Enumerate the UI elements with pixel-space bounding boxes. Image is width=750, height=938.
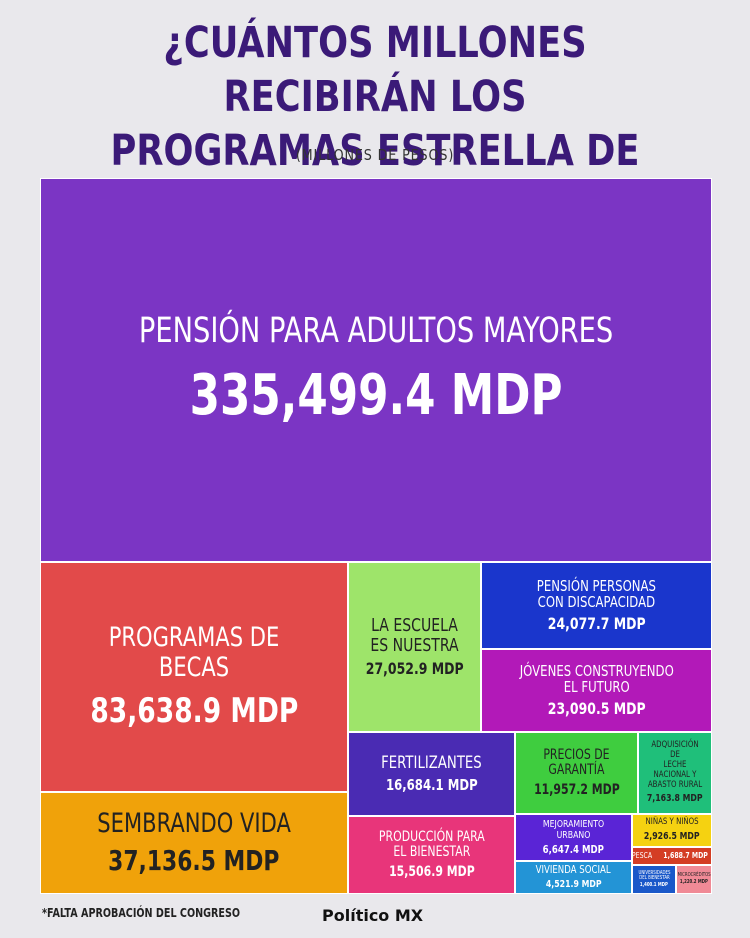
- tile-value: 4,521.9 MDP: [545, 879, 602, 891]
- tile-produccion: Producción para el bienestar 15,506.9 MDP: [348, 816, 515, 894]
- tile-value: 6,647.4 MDP: [542, 842, 605, 856]
- brand-logo: Político MX: [322, 906, 424, 925]
- tile-value: 15,506.9 MDP: [388, 864, 475, 881]
- tile-value: 7,163.8 MDP: [647, 793, 703, 805]
- tile-universidades: Universidades del bienestar 1,400.1 MDP: [632, 865, 676, 894]
- tile-value: 27,052.9 MDP: [365, 658, 464, 678]
- tile-ninas: Niñas y niños 2,926.5 MDP: [632, 814, 712, 847]
- tile-vivienda: Vivienda social 4,521.9 MDP: [515, 861, 632, 894]
- tile-leche: Adquisición de leche nacional y abasto r…: [638, 732, 712, 814]
- tile-label: Pesca: [632, 850, 653, 860]
- tile-sembrando: Sembrando vida 37,136.5 MDP: [40, 792, 348, 894]
- tile-urbano: Mejoramiento urbano 6,647.4 MDP: [515, 814, 632, 861]
- tile-value: 24,077.7 MDP: [547, 613, 646, 633]
- tile-label: Universidades del bienestar: [638, 869, 670, 882]
- tile-label: Microcréditos: [677, 872, 711, 879]
- tile-label: Jóvenes construyendo el futuro: [519, 661, 674, 697]
- tile-value: 2,926.5 MDP: [644, 831, 700, 843]
- footnote: *FALTA APROBACIÓN DEL CONGRESO: [42, 906, 241, 920]
- tile-label: Pensión para adultos mayores: [138, 310, 614, 351]
- tile-label: Mejoramiento urbano: [542, 818, 605, 841]
- tile-label: Adquisición de leche nacional y abasto r…: [647, 740, 703, 790]
- tile-discapacidad: Pensión personas con discapacidad 24,077.…: [481, 562, 712, 649]
- treemap-chart: Pensión para adultos mayores 335,499.4 MD…: [40, 178, 712, 894]
- tile-label: Precios de garantía: [543, 746, 610, 778]
- tile-fertilizantes: Fertilizantes 16,684.1 MDP: [348, 732, 515, 816]
- tile-value: 83,638.9 MDP: [90, 690, 298, 731]
- tile-label: Programas de becas: [108, 622, 280, 683]
- tile-value: 23,090.5 MDP: [547, 698, 646, 718]
- tile-value: 16,684.1 MDP: [385, 775, 478, 794]
- tile-value: 37,136.5 MDP: [108, 844, 280, 878]
- subtitle: (MILLONES DE PESOS): [295, 146, 455, 164]
- tile-label: Pensión personas con discapacidad: [536, 576, 657, 612]
- tile-value: 1,688.7 MDP: [663, 851, 709, 861]
- tile-pesca: Pesca 1,688.7 MDP: [632, 847, 712, 865]
- title-line-1: ¿CUÁNTOS MILLONES RECIBIRÁN LOS: [163, 18, 587, 122]
- tile-label: La escuela es nuestra: [370, 615, 459, 656]
- tile-value: 11,957.2 MDP: [533, 782, 620, 799]
- tile-label: Fertilizantes: [381, 753, 482, 774]
- tile-value: 335,499.4 MDP: [189, 363, 563, 429]
- tile-label: Niñas y niños: [645, 817, 699, 828]
- tile-adultos: Pensión para adultos mayores 335,499.4 MD…: [40, 178, 712, 562]
- tile-label: Producción para el bienestar: [378, 828, 485, 860]
- tile-label: Vivienda social: [535, 863, 612, 877]
- tile-label: Sembrando vida: [97, 807, 291, 839]
- tile-value: 1,220.2 MDP: [680, 878, 708, 885]
- tile-microcreditos: Microcréditos 1,220.2 MDP: [676, 865, 712, 894]
- tile-escuela: La escuela es nuestra 27,052.9 MDP: [348, 562, 481, 732]
- tile-value: 1,400.1 MDP: [640, 881, 668, 888]
- tile-jovenes: Jóvenes construyendo el futuro 23,090.5 M…: [481, 649, 712, 732]
- tile-becas: Programas de becas 83,638.9 MDP: [40, 562, 348, 792]
- tile-precios: Precios de garantía 11,957.2 MDP: [515, 732, 638, 814]
